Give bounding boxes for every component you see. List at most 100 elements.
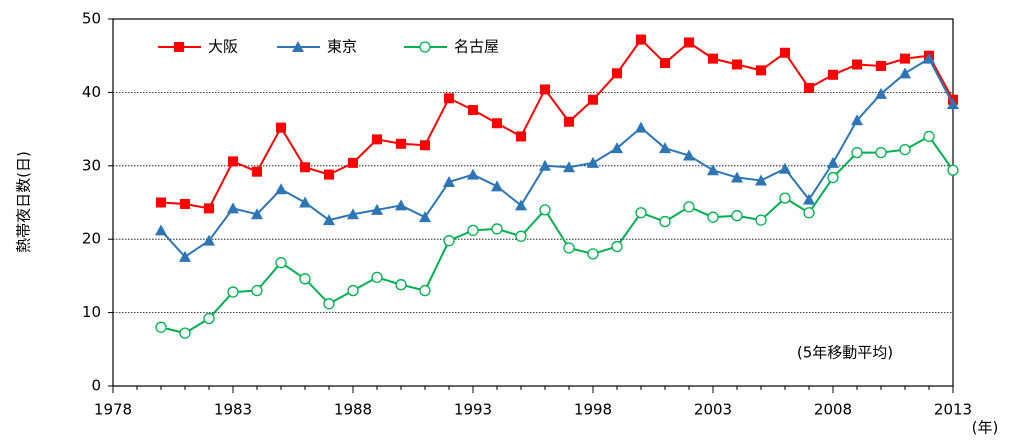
point xyxy=(491,223,503,235)
point xyxy=(684,37,694,48)
series-line xyxy=(160,38,954,210)
point xyxy=(612,68,622,79)
point xyxy=(900,53,910,64)
point xyxy=(371,271,383,284)
series-line xyxy=(160,57,954,259)
y-tick-label: 0 xyxy=(91,377,101,395)
point xyxy=(492,118,502,129)
point xyxy=(803,193,815,205)
y-tick-label: 10 xyxy=(82,303,101,321)
x-tick-label: 2003 xyxy=(694,401,732,419)
point xyxy=(660,58,670,69)
point xyxy=(755,214,767,226)
point xyxy=(803,207,815,219)
point xyxy=(731,171,743,183)
point xyxy=(419,211,431,223)
point xyxy=(395,279,407,291)
point xyxy=(467,224,479,237)
point xyxy=(444,93,454,104)
point xyxy=(708,53,718,64)
point xyxy=(443,175,455,187)
point xyxy=(756,65,766,76)
point xyxy=(347,208,359,220)
point xyxy=(851,146,863,159)
point xyxy=(923,130,935,143)
point xyxy=(635,207,647,219)
series-line xyxy=(160,135,954,335)
point xyxy=(371,203,383,215)
x-tick-label: 1998 xyxy=(574,401,612,419)
point xyxy=(779,162,791,174)
point xyxy=(564,116,574,127)
point xyxy=(851,114,863,126)
point xyxy=(275,257,287,269)
point xyxy=(275,183,287,195)
point xyxy=(323,298,335,310)
point xyxy=(636,34,646,45)
point xyxy=(204,203,214,214)
point xyxy=(228,156,238,167)
x-tick-label: 2008 xyxy=(814,401,852,419)
point xyxy=(563,161,575,173)
point xyxy=(755,174,767,186)
point xyxy=(611,240,623,253)
x-tick-label: 1988 xyxy=(334,401,372,419)
point xyxy=(828,69,838,80)
point xyxy=(251,208,263,220)
point xyxy=(539,159,551,171)
point xyxy=(587,248,599,260)
point xyxy=(852,59,862,70)
point xyxy=(227,286,239,298)
point xyxy=(348,157,358,168)
point xyxy=(203,234,215,246)
point xyxy=(876,60,886,71)
point xyxy=(707,211,719,223)
y-tick-label: 50 xyxy=(82,10,101,28)
point xyxy=(563,242,575,254)
point xyxy=(395,199,407,211)
point xyxy=(203,312,215,325)
annotation: (5年移動平均) xyxy=(797,344,893,362)
y-tick-label: 30 xyxy=(82,156,101,174)
point xyxy=(443,235,455,247)
point xyxy=(299,196,311,208)
point xyxy=(540,84,550,95)
point xyxy=(707,164,719,176)
point xyxy=(804,82,814,93)
point xyxy=(515,199,527,211)
x-tick-label: 1978 xyxy=(94,401,132,419)
point xyxy=(732,59,742,70)
point xyxy=(515,230,527,242)
point xyxy=(156,197,166,208)
legend-marker xyxy=(419,41,431,53)
plot-border xyxy=(112,18,954,387)
point xyxy=(779,192,791,204)
point xyxy=(252,166,262,177)
point xyxy=(155,321,167,333)
point xyxy=(588,94,598,105)
point xyxy=(923,52,935,64)
point xyxy=(251,284,263,297)
point xyxy=(780,47,790,58)
point xyxy=(347,284,359,297)
point xyxy=(179,250,191,262)
point xyxy=(947,98,959,110)
point xyxy=(299,273,311,285)
point xyxy=(276,122,286,133)
point xyxy=(659,142,671,154)
point xyxy=(899,67,911,79)
point xyxy=(467,168,479,180)
point xyxy=(827,171,839,184)
legend-label: 名古屋 xyxy=(454,38,499,56)
point xyxy=(323,214,335,226)
point xyxy=(155,224,167,236)
y-tick-label: 40 xyxy=(82,83,101,101)
legend-marker xyxy=(292,41,304,52)
point xyxy=(899,144,911,156)
x-tick-label: 1983 xyxy=(214,401,252,419)
point xyxy=(947,164,959,176)
x-axis-title: (年) xyxy=(972,419,999,437)
point xyxy=(300,162,310,173)
legend-marker xyxy=(174,42,184,52)
